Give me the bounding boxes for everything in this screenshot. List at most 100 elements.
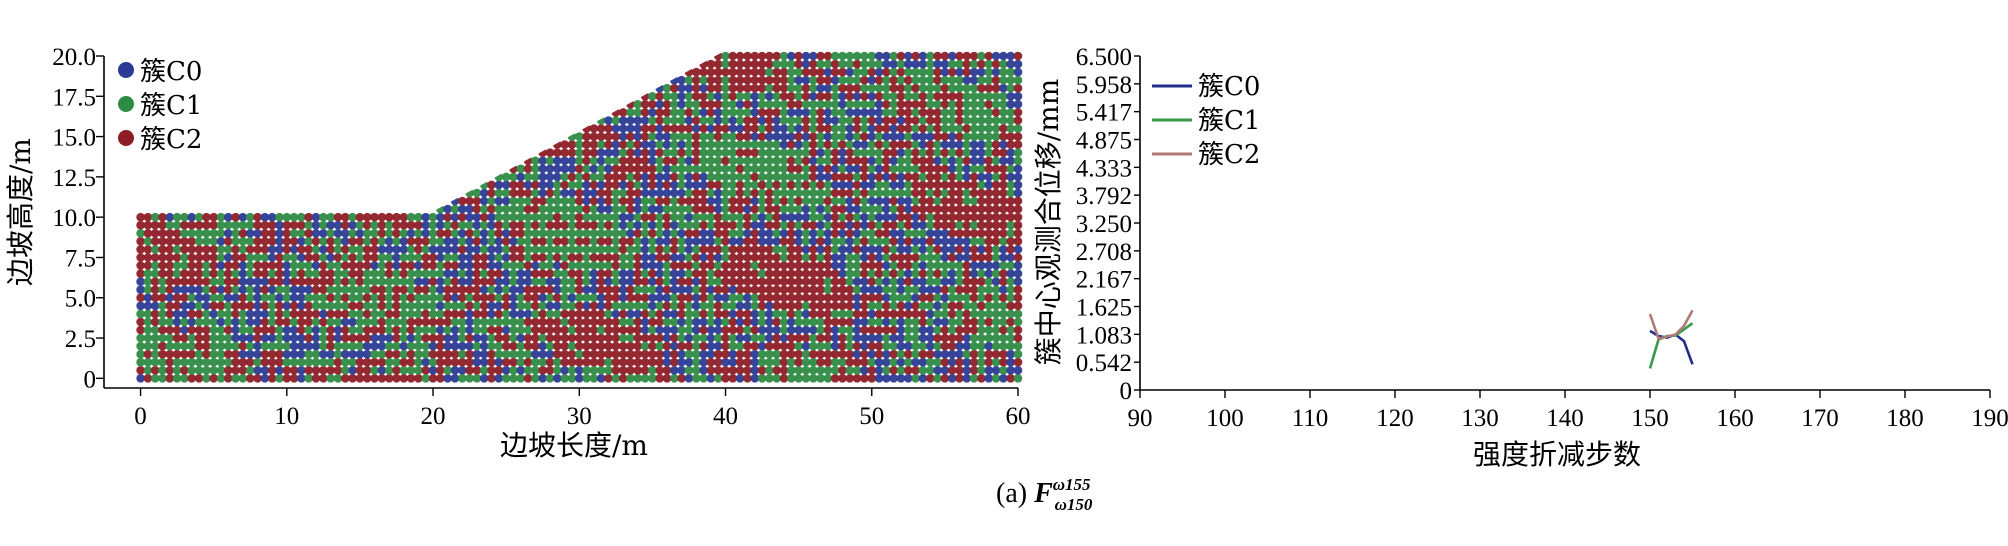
particle (333, 325, 343, 335)
particle (531, 366, 540, 375)
particle (414, 333, 423, 343)
particle (611, 124, 621, 133)
particle (794, 277, 803, 286)
particle (969, 349, 979, 359)
particle (553, 229, 562, 238)
particle (816, 325, 825, 335)
particle (216, 366, 226, 375)
particle (209, 366, 218, 375)
particle (370, 349, 379, 359)
particle (962, 366, 972, 375)
particle (384, 349, 394, 359)
particle (165, 366, 175, 375)
particle (553, 156, 562, 166)
particle (319, 374, 328, 383)
particle (677, 317, 686, 327)
particle (721, 374, 730, 383)
particle (1013, 374, 1023, 383)
particle (575, 366, 584, 375)
particle (209, 325, 218, 335)
particle (1013, 188, 1023, 198)
particle (713, 374, 723, 383)
particle (553, 341, 562, 351)
particle (692, 366, 701, 375)
particle (611, 349, 621, 359)
particle (926, 341, 935, 351)
particle (662, 357, 672, 367)
particle (860, 374, 869, 383)
particle (860, 148, 869, 157)
left-y-axis-title: 边坡高度/m (4, 138, 37, 286)
particle (852, 366, 862, 375)
particle (501, 357, 511, 367)
particle (158, 349, 167, 359)
particle (977, 229, 986, 238)
particle (692, 325, 701, 335)
particle (743, 374, 752, 383)
right-legend-label: 簇C2 (1198, 140, 1260, 170)
particle (553, 309, 562, 319)
particle (984, 366, 994, 375)
particle (860, 212, 869, 222)
left-x-tick-label: 50 (859, 403, 884, 430)
particle (830, 349, 840, 359)
particle (428, 309, 438, 319)
particle (794, 341, 803, 351)
particle (794, 156, 803, 166)
particle (553, 253, 562, 262)
particle (918, 285, 928, 295)
particle (187, 341, 196, 351)
right-x-tick-label: 180 (1886, 405, 1924, 432)
particle (845, 366, 855, 375)
caption-superscript: ω155 (1053, 475, 1091, 494)
particle (267, 333, 277, 343)
particle (341, 349, 350, 359)
right-y-tick-label: 0 (1120, 378, 1133, 405)
particle (304, 333, 314, 343)
particle (933, 374, 942, 383)
particle (918, 366, 928, 375)
particle (1006, 333, 1015, 343)
particle (479, 325, 489, 335)
particle (1013, 325, 1023, 335)
particle (904, 341, 913, 351)
particle (1013, 204, 1023, 214)
particle (494, 172, 504, 182)
left-legend-label: 簇C2 (140, 125, 202, 155)
particle (275, 366, 284, 375)
particle (940, 349, 950, 359)
particle (611, 204, 621, 214)
particle (238, 341, 248, 351)
particle (202, 341, 211, 351)
particle (494, 309, 504, 319)
particle (494, 349, 504, 359)
particle (889, 333, 898, 343)
particle (735, 132, 745, 141)
particle (187, 220, 196, 230)
particle (362, 325, 372, 335)
particle (458, 349, 467, 359)
particle (589, 333, 599, 343)
particle (209, 341, 218, 351)
particle (377, 333, 387, 343)
particle (860, 92, 869, 101)
particle (684, 366, 694, 375)
particle (377, 374, 387, 383)
particle (794, 204, 803, 214)
particle (494, 269, 504, 278)
particle (501, 366, 511, 375)
particle (860, 164, 869, 174)
particle (896, 341, 906, 351)
particle (399, 374, 409, 383)
particle (750, 366, 760, 375)
particle (860, 293, 869, 303)
particle (560, 374, 569, 383)
particle (282, 349, 292, 359)
particle (670, 333, 679, 343)
particle (1013, 349, 1023, 359)
particle (852, 333, 862, 343)
particle (392, 325, 401, 335)
particle (245, 212, 255, 222)
particle (633, 349, 643, 359)
particle (311, 229, 321, 238)
